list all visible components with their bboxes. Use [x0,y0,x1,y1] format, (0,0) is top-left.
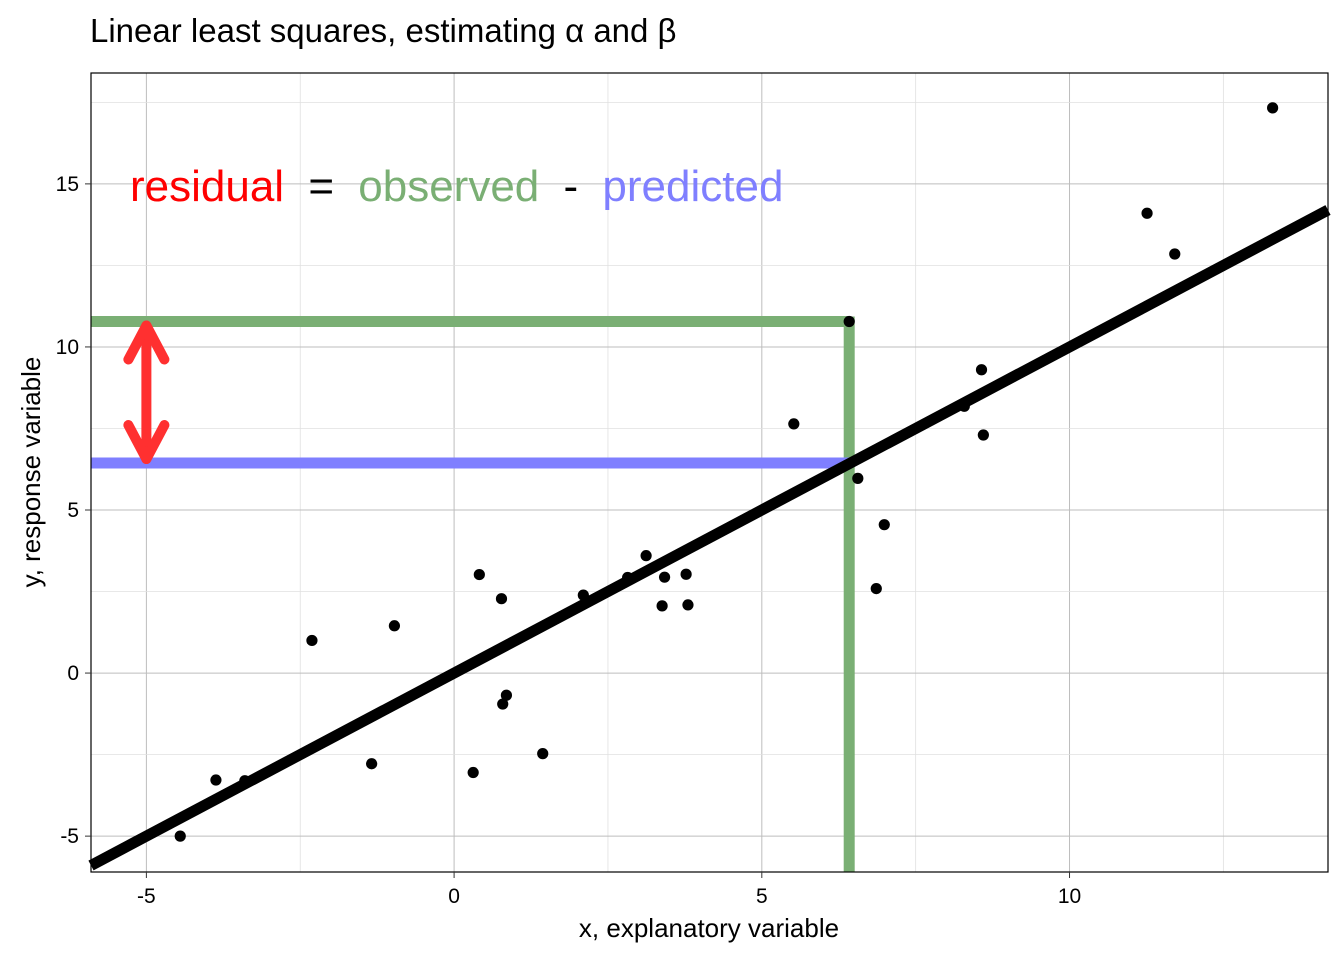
data-point [497,698,509,710]
y-axis-title: y, response variable [16,357,46,588]
data-point [537,748,549,760]
residual-arrow-head-bottom [123,420,170,465]
data-point [577,589,589,601]
data-point [239,775,251,787]
data-point [843,315,855,328]
data-point [467,766,479,779]
annotation-minus: - [564,162,579,211]
x-tick-label: -5 [137,885,156,908]
data-point [788,418,800,430]
y-tick-label: -5 [60,825,79,848]
plot-panel [88,72,1331,873]
y-tick-label: 5 [67,499,79,522]
x-tick-label: 10 [1058,885,1081,908]
data-point [680,568,692,580]
data-point [958,400,970,412]
data-point [658,571,671,583]
data-point [878,519,890,531]
panel-border [90,72,1329,873]
chart-title: Linear least squares, estimating α and β [90,12,677,49]
data-point [1169,248,1181,260]
annotation-formula: residual = observed - predicted [130,162,783,211]
data-point [306,634,318,647]
x-tick-label: 0 [448,885,460,908]
highlight-lines [91,316,855,872]
fit-line-group [88,205,1331,871]
residual-arrow-head-top [123,320,170,365]
x-axis-title: x, explanatory variable [579,913,839,943]
y-axis-ticks: -5 0 5 10 15 [56,173,91,848]
data-point [682,599,694,611]
data-point [1141,207,1153,219]
data-point [870,582,882,595]
grid [91,73,1328,872]
annotation-residual: residual [130,162,284,211]
data-point [500,689,513,701]
data-point [622,571,634,584]
data-point [210,774,222,786]
x-axis-ticks: -5 0 5 10 [137,872,1081,908]
y-tick-label: 10 [56,336,79,359]
x-tick-label: 5 [756,885,768,908]
data-point [977,429,989,441]
data-point [366,758,378,770]
annotation-predicted: predicted [602,162,783,211]
data-point [975,364,988,376]
data-point [1267,102,1279,114]
y-tick-label: 0 [67,662,79,685]
annotation-observed: observed [358,162,539,211]
data-point [656,600,668,612]
data-point [388,620,401,632]
data-point [852,472,864,484]
data-point [174,830,186,842]
annotation-equals: = [308,162,334,211]
data-point [473,568,485,581]
data-points [174,102,1279,842]
y-tick-label: 15 [56,173,79,196]
data-point [640,550,652,562]
data-point [495,593,508,605]
fit-line [88,205,1331,871]
